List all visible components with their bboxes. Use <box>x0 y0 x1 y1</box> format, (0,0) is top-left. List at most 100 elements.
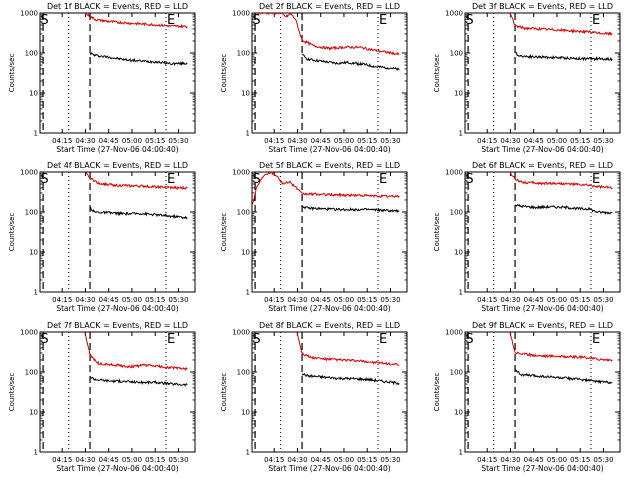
y-tick-label: 1 <box>246 289 250 297</box>
y-tick-label: 100 <box>25 209 38 217</box>
x-tick-label: 05:30 <box>593 137 613 145</box>
end-marker-label: E <box>592 13 600 28</box>
y-tick-label: 100 <box>450 209 463 217</box>
panel-det-3: Det 3f BLACK = Events, RED = LLD 1 10 100 10… <box>433 2 621 154</box>
y-tick-label: 1000 <box>20 169 38 177</box>
x-tick-label: 04:15 <box>264 137 284 145</box>
series-line-lld <box>509 172 613 190</box>
y-tick-label: 1 <box>459 130 463 138</box>
series-line-lld <box>509 332 613 362</box>
panel-title: Det 5f BLACK = Events, RED = LLD <box>259 161 400 170</box>
x-tick-label: 05:00 <box>122 296 142 304</box>
y-tick-label: 10 <box>29 249 38 257</box>
end-marker-label: E <box>379 332 387 347</box>
y-tick-label: 10 <box>241 409 250 417</box>
start-marker-label: S <box>465 172 473 187</box>
x-tick-label: 04:15 <box>52 137 72 145</box>
plot-frame <box>39 12 196 134</box>
x-tick-label: 05:00 <box>547 137 567 145</box>
x-tick-label: 05:30 <box>168 456 188 464</box>
x-tick-label: 04:45 <box>524 456 544 464</box>
x-tick-label: 05:15 <box>570 137 590 145</box>
start-marker-label: S <box>40 332 48 347</box>
start-marker-label: S <box>252 13 260 28</box>
y-tick-label: 1 <box>246 130 250 138</box>
y-tick-label: 100 <box>237 50 250 58</box>
series-line-events <box>89 376 188 387</box>
panel-title: Det 8f BLACK = Events, RED = LLD <box>259 321 400 330</box>
y-axis-label: Counts/sec <box>433 213 441 252</box>
start-marker-label: S <box>252 332 260 347</box>
end-marker-label: E <box>379 172 387 187</box>
panel-title: Det 9f BLACK = Events, RED = LLD <box>472 321 613 330</box>
plot-frame <box>464 12 621 134</box>
x-tick-label: 05:15 <box>145 296 165 304</box>
y-tick-label: 100 <box>25 369 38 377</box>
x-tick-label: 04:15 <box>264 296 284 304</box>
series-line-events <box>514 368 613 385</box>
y-axis-label: Counts/sec <box>8 54 16 93</box>
x-axis-label: Start Time (27-Nov-06 04:00:40) <box>268 145 390 154</box>
y-tick-label: 1000 <box>232 10 250 18</box>
x-tick-label: 04:30 <box>500 296 520 304</box>
plot-frame <box>39 171 196 293</box>
x-tick-label: 05:00 <box>122 456 142 464</box>
start-marker-label: S <box>465 332 473 347</box>
series-line-events <box>514 52 613 62</box>
x-tick-label: 04:30 <box>287 296 307 304</box>
x-axis-label: Start Time (27-Nov-06 04:00:40) <box>56 464 178 473</box>
start-marker-label: S <box>252 172 260 187</box>
x-tick-label: 05:15 <box>357 456 377 464</box>
x-tick-label: 05:30 <box>593 456 613 464</box>
x-tick-label: 05:30 <box>593 296 613 304</box>
panel-det-2: Det 2f BLACK = Events, RED = LLD 1 10 100 10… <box>220 2 408 154</box>
x-tick-label: 04:30 <box>500 456 520 464</box>
y-tick-label: 1000 <box>445 169 463 177</box>
panel-det-4: Det 4f BLACK = Events, RED = LLD 1 10 100 10… <box>8 161 196 313</box>
y-tick-label: 10 <box>454 249 463 257</box>
start-marker-label: S <box>465 13 473 28</box>
x-axis-label: Start Time (27-Nov-06 04:00:40) <box>481 304 603 313</box>
plot-frame <box>464 171 621 293</box>
panel-title: Det 6f BLACK = Events, RED = LLD <box>472 161 613 170</box>
series-line-lld <box>257 13 400 56</box>
y-tick-label: 10 <box>29 90 38 98</box>
plot-frame <box>251 12 408 134</box>
series-line-events <box>514 203 613 215</box>
panel-title: Det 2f BLACK = Events, RED = LLD <box>259 2 400 11</box>
end-marker-label: E <box>592 172 600 187</box>
x-tick-label: 04:15 <box>477 456 497 464</box>
x-tick-label: 05:30 <box>380 137 400 145</box>
y-tick-label: 100 <box>450 369 463 377</box>
panel-det-5: Det 5f BLACK = Events, RED = LLD 1 10 100 10… <box>220 161 408 313</box>
x-axis-label: Start Time (27-Nov-06 04:00:40) <box>481 464 603 473</box>
x-axis-label: Start Time (27-Nov-06 04:00:40) <box>268 304 390 313</box>
x-tick-label: 05:15 <box>570 296 590 304</box>
x-tick-label: 05:30 <box>168 296 188 304</box>
start-marker-label: S <box>40 172 48 187</box>
x-tick-label: 05:30 <box>168 137 188 145</box>
y-tick-label: 10 <box>29 409 38 417</box>
series-line-lld <box>84 332 188 372</box>
x-tick-label: 04:30 <box>287 137 307 145</box>
y-tick-label: 1 <box>246 449 250 457</box>
y-tick-label: 1 <box>34 130 38 138</box>
series-line-events <box>301 53 400 71</box>
panel-title: Det 1f BLACK = Events, RED = LLD <box>47 2 188 11</box>
x-tick-label: 05:00 <box>334 137 354 145</box>
end-marker-label: E <box>167 332 175 347</box>
y-tick-label: 100 <box>237 369 250 377</box>
end-marker-label: E <box>167 172 175 187</box>
x-tick-label: 05:15 <box>570 456 590 464</box>
x-tick-label: 04:45 <box>99 456 119 464</box>
y-tick-label: 1000 <box>232 169 250 177</box>
y-tick-label: 1000 <box>445 329 463 337</box>
start-marker-label: S <box>40 13 48 28</box>
x-tick-label: 04:30 <box>75 456 95 464</box>
x-axis-label: Start Time (27-Nov-06 04:00:40) <box>268 464 390 473</box>
end-marker-label: E <box>379 13 387 28</box>
x-tick-label: 04:30 <box>287 456 307 464</box>
y-tick-label: 1000 <box>20 10 38 18</box>
y-tick-label: 1 <box>459 449 463 457</box>
